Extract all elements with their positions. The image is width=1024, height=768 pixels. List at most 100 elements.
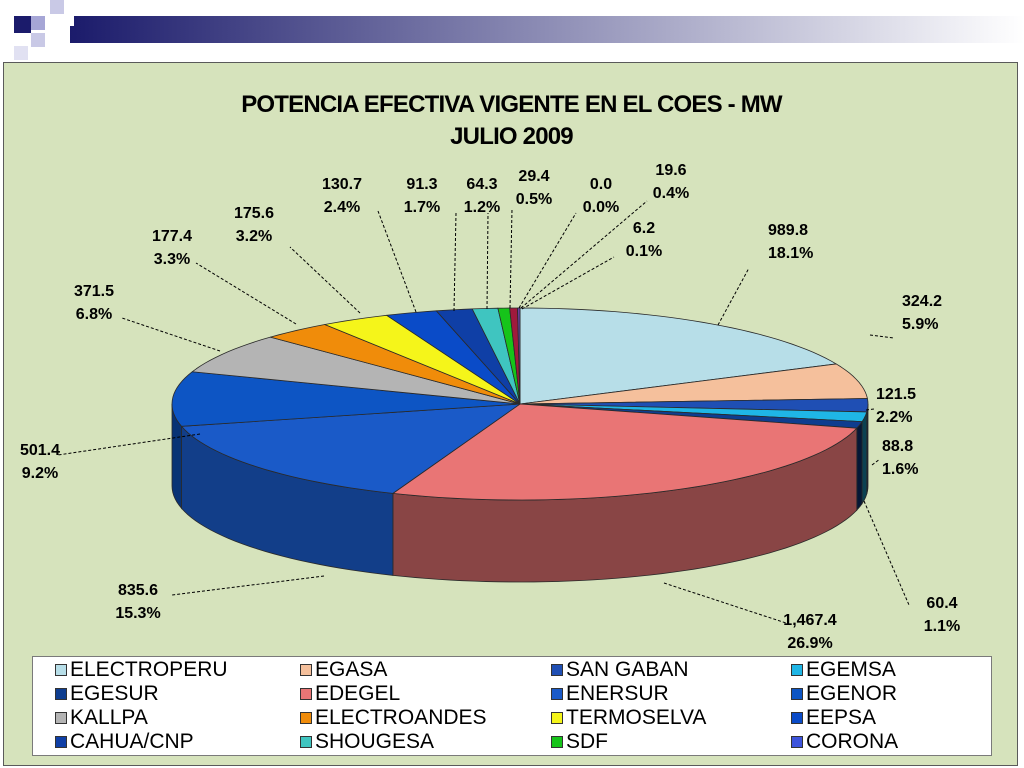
legend-swatch <box>551 688 563 700</box>
leader-line <box>171 575 325 596</box>
slice-value-label: 501.4 <box>20 442 60 459</box>
chart-area: 989.8 18.1% 324.2 5.9% 121.5 2.2% 88.8 1.6% 60.4… <box>3 62 1018 766</box>
header-square <box>31 33 45 47</box>
pie-top-group <box>171 307 869 501</box>
slice-percent-label: 0.0% <box>583 199 619 216</box>
chart-subtitle: JULIO 2009 <box>450 123 574 150</box>
slice-value-label: 324.2 <box>902 293 942 310</box>
slice-percent-label: 0.5% <box>516 191 552 208</box>
legend-label: EGEMSA <box>806 658 896 681</box>
leader-line <box>289 246 361 314</box>
legend-label: EDEGEL <box>315 682 401 705</box>
legend-label: KALLPA <box>70 706 148 729</box>
legend-label: ENERSUR <box>566 682 669 705</box>
slice-value-label: 60.4 <box>926 595 957 612</box>
legend-swatch <box>55 688 67 700</box>
slice-percent-label: 5.9% <box>902 316 938 333</box>
leader-line <box>871 458 881 466</box>
legend-swatch <box>55 664 67 676</box>
legend-label: EGENOR <box>806 682 898 705</box>
slice-value-label: 64.3 <box>466 176 497 193</box>
slice-percent-label: 0.1% <box>626 243 662 260</box>
slice-percent-label: 1.1% <box>924 618 960 635</box>
header-square <box>31 16 45 30</box>
leader-line <box>509 208 513 309</box>
slice-percent-label: 3.2% <box>236 228 272 245</box>
leader-line <box>520 200 648 309</box>
slice-percent-label: 9.2% <box>22 465 58 482</box>
legend-label: SAN GABAN <box>566 658 689 681</box>
slice-percent-label: 0.4% <box>653 185 689 202</box>
header-square <box>14 16 31 33</box>
slice-percent-label: 3.3% <box>154 251 190 268</box>
slice-percent-label: 1.2% <box>464 199 500 216</box>
slice-value-label: 6.2 <box>633 220 655 237</box>
legend-swatch <box>300 688 312 700</box>
pie-slice-side <box>856 420 863 512</box>
header-square <box>14 46 28 60</box>
legend-swatch <box>551 712 563 724</box>
slice-value-label: 989.8 <box>768 222 808 239</box>
legend-swatch <box>791 712 803 724</box>
pie-chart: 989.8 18.1% 324.2 5.9% 121.5 2.2% 88.8 1.6% 60.4… <box>20 162 960 652</box>
pie-slice <box>519 307 837 405</box>
legend-swatch <box>791 736 803 748</box>
slice-value-label: 175.6 <box>234 205 274 222</box>
slice-percent-label: 2.4% <box>324 199 360 216</box>
slice-percent-label: 26.9% <box>787 635 832 652</box>
pie-slice <box>392 403 858 501</box>
leader-line <box>717 267 750 326</box>
leader-line <box>486 212 489 310</box>
slice-percent-label: 1.7% <box>404 199 440 216</box>
slice-percent-label: 15.3% <box>115 605 160 622</box>
legend-label: SHOUGESA <box>315 730 435 753</box>
pie-slice-side <box>861 411 868 506</box>
pie-side-group <box>171 403 869 583</box>
header-gradient-bar <box>70 16 1024 43</box>
legend-label: EGASA <box>315 658 388 681</box>
legend-swatch <box>791 664 803 676</box>
pie-slice <box>171 371 521 427</box>
leader-line <box>863 500 910 606</box>
slice-value-label: 0.0 <box>590 176 612 193</box>
slice-value-label: 19.6 <box>655 162 686 179</box>
slice-percent-label: 2.2% <box>876 409 912 426</box>
pie-slice <box>191 336 521 405</box>
slice-value-label: 177.4 <box>152 228 192 245</box>
leader-line <box>663 582 787 624</box>
header-square <box>50 0 64 14</box>
legend-label: TERMOSELVA <box>566 706 707 729</box>
leader-line <box>121 317 221 352</box>
legend-swatch <box>300 736 312 748</box>
legend-swatch <box>551 736 563 748</box>
slice-percent-label: 18.1% <box>768 245 813 262</box>
slice-value-label: 121.5 <box>876 386 916 403</box>
leader-line <box>377 210 417 313</box>
pie-slice <box>519 398 869 413</box>
chart-legend: ELECTROPERU EGASA SAN GABAN EGEMSA EGESUR EDE… <box>32 656 992 756</box>
slice-value-label: 1,467.4 <box>783 612 836 629</box>
slice-percent-label: 1.6% <box>882 461 918 478</box>
chart-title: POTENCIA EFECTIVA VIGENTE EN EL COES - M… <box>241 91 782 118</box>
legend-swatch <box>300 712 312 724</box>
legend-swatch <box>55 712 67 724</box>
slice-value-label: 91.3 <box>406 176 437 193</box>
header-decoration <box>14 0 1024 60</box>
legend-swatch <box>551 664 563 676</box>
slice-value-label: 371.5 <box>74 283 114 300</box>
legend-label: EGESUR <box>70 682 159 705</box>
header-square <box>64 16 74 26</box>
pie-slice <box>324 314 521 405</box>
leader-line <box>869 334 895 339</box>
leader-line <box>518 212 577 309</box>
slice-label-group: 989.8 18.1% 324.2 5.9% 121.5 2.2% 88.8 1.6% 60.4… <box>20 162 960 652</box>
slice-percent-label: 6.8% <box>76 306 112 323</box>
legend-swatch <box>300 664 312 676</box>
leader-line <box>453 212 457 312</box>
leader-line <box>865 408 875 411</box>
leader-line <box>521 256 615 310</box>
legend-label: ELECTROPERU <box>70 658 228 681</box>
pie-slice <box>519 363 868 405</box>
legend-label: EEPSA <box>806 706 877 729</box>
pie-slice <box>386 310 521 405</box>
